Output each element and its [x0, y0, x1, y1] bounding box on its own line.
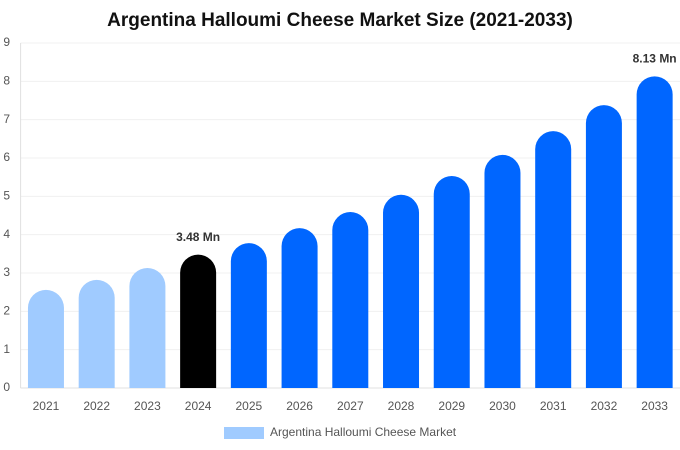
- x-tick-label: 2029: [438, 399, 465, 413]
- x-tick-label: 2027: [337, 399, 364, 413]
- legend-label: Argentina Halloumi Cheese Market: [270, 425, 457, 439]
- bar: [585, 105, 622, 388]
- bar: [230, 243, 267, 388]
- y-tick-label: 3: [3, 265, 10, 279]
- y-tick-label: 4: [3, 227, 10, 241]
- y-tick-label: 2: [3, 304, 10, 318]
- bar: [129, 268, 166, 388]
- x-tick-label: 2028: [388, 399, 415, 413]
- legend-swatch: [224, 427, 264, 439]
- value-label: 3.48 Mn: [176, 230, 220, 244]
- x-tick-label: 2022: [83, 399, 110, 413]
- y-tick-label: 8: [3, 74, 10, 88]
- x-tick-label: 2026: [286, 399, 313, 413]
- y-tick-label: 6: [3, 150, 10, 164]
- bar: [535, 131, 572, 388]
- x-tick-label: 2030: [489, 399, 516, 413]
- bar: [180, 254, 217, 388]
- value-label: 8.13 Mn: [633, 52, 677, 66]
- x-tick-label: 2025: [236, 399, 263, 413]
- x-tick-label: 2024: [185, 399, 212, 413]
- y-tick-label: 1: [3, 342, 10, 356]
- x-tick-label: 2031: [540, 399, 567, 413]
- bar: [433, 176, 470, 388]
- x-tick-label: 2033: [641, 399, 668, 413]
- bar: [636, 76, 673, 388]
- bar: [383, 194, 420, 388]
- y-tick-label: 0: [3, 380, 10, 394]
- y-tick-label: 5: [3, 189, 10, 203]
- y-tick-label: 7: [3, 112, 10, 126]
- bar: [332, 212, 369, 388]
- x-tick-label: 2023: [134, 399, 161, 413]
- bar: [27, 289, 64, 388]
- bar: [78, 279, 115, 388]
- chart-title: Argentina Halloumi Cheese Market Size (2…: [107, 10, 573, 31]
- y-tick-label: 9: [3, 35, 10, 49]
- bar: [484, 154, 521, 388]
- x-tick-label: 2032: [591, 399, 618, 413]
- bar: [281, 228, 318, 388]
- x-tick-label: 2021: [33, 399, 60, 413]
